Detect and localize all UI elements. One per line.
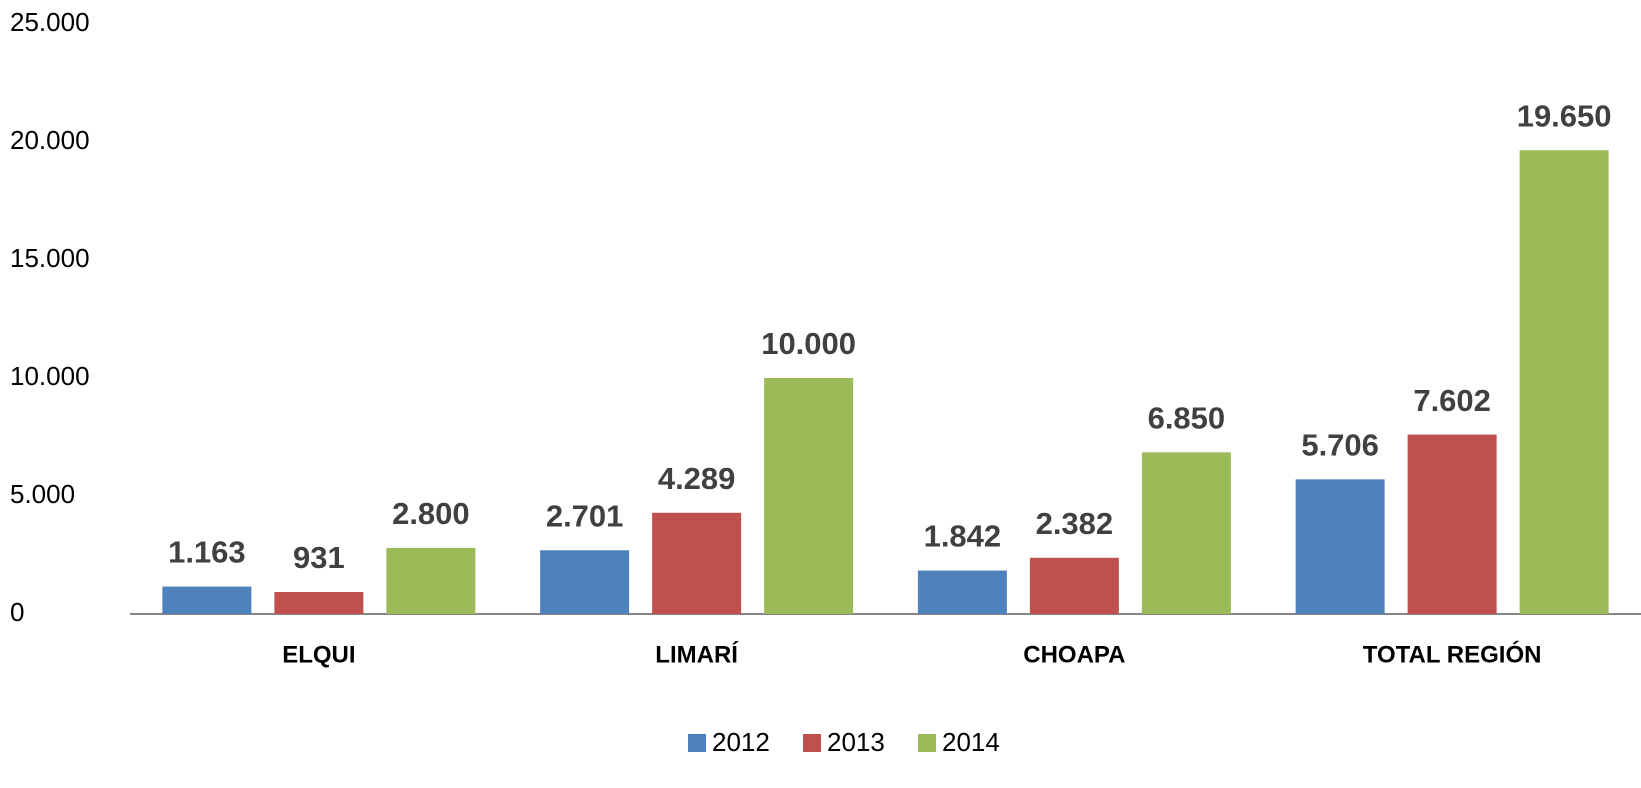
data-label: 2.800 [392,496,470,531]
y-tick-label: 0 [10,597,24,627]
data-label: 1.842 [924,519,1002,554]
y-tick-label: 20.000 [10,125,90,155]
bar [917,570,1007,614]
data-label: 1.163 [168,535,246,570]
x-tick-label: CHOAPA [1023,641,1125,668]
y-tick-label: 15.000 [10,243,90,273]
data-label: 19.650 [1517,98,1612,133]
bar [386,547,476,614]
data-label: 2.382 [1036,506,1114,541]
data-label: 7.602 [1413,383,1491,418]
bar [1029,557,1119,614]
bar [1141,452,1231,614]
x-tick-label: ELQUI [282,641,355,668]
data-label: 931 [293,540,345,575]
y-tick-label: 10.000 [10,361,90,391]
data-label: 5.706 [1301,428,1379,463]
legend-swatch [918,734,936,752]
bar [540,550,630,614]
data-label: 2.701 [546,498,624,533]
y-tick-label: 5.000 [10,479,75,509]
bar [1295,479,1385,614]
legend-label: 2012 [712,727,770,757]
bar [274,592,364,614]
data-label: 6.850 [1148,401,1226,436]
legend-label: 2013 [827,727,885,757]
data-label: 10.000 [761,326,856,361]
legend-swatch [688,734,706,752]
bar [764,378,854,614]
y-tick-label: 25.000 [10,7,90,37]
legend-swatch [803,734,821,752]
x-tick-label: TOTAL REGIÓN [1363,640,1542,668]
bar [652,512,742,614]
bar [1407,434,1497,614]
x-tick-label: LIMARÍ [655,640,739,668]
data-label: 4.289 [658,461,736,496]
bar [1519,150,1609,614]
bar [162,586,252,614]
legend-label: 2014 [942,727,1000,757]
